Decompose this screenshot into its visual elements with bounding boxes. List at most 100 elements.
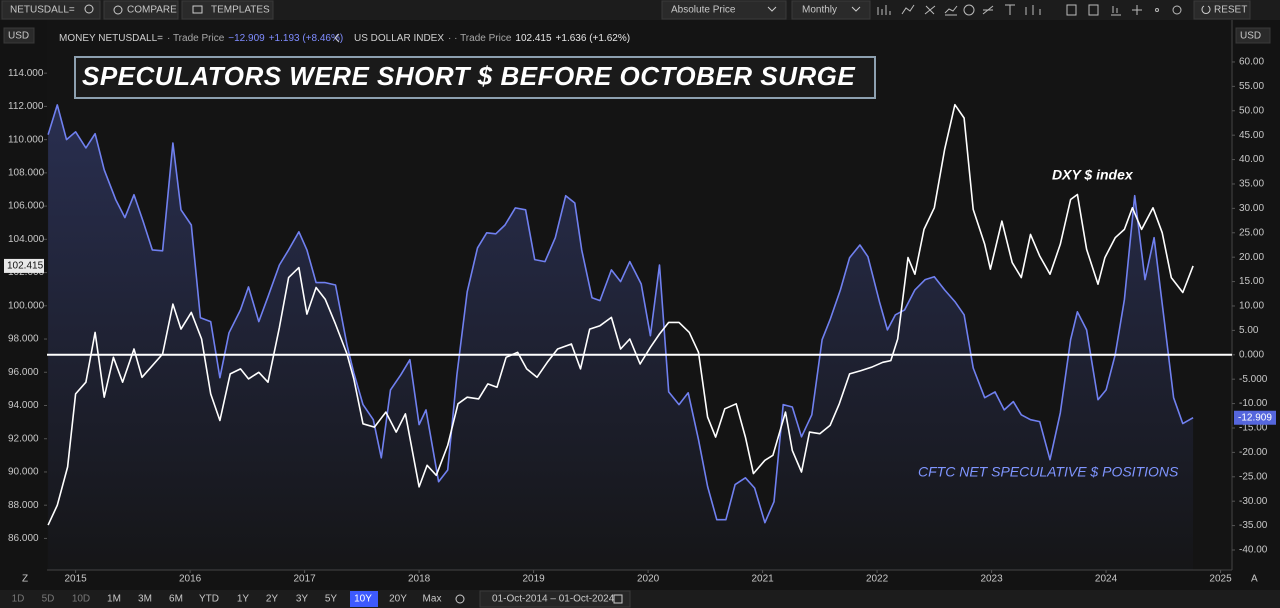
range-button[interactable]: 5D: [42, 594, 55, 605]
range-button[interactable]: 1D: [12, 594, 25, 605]
series-line: [47, 104, 1194, 524]
chevron: [767, 6, 777, 12]
legend-prefix: US DOLLAR INDEX: [354, 33, 444, 44]
legend-field: · Trade Price: [167, 33, 225, 44]
currency-left[interactable]: [3, 27, 35, 44]
range-button[interactable]: 20Y: [389, 594, 407, 605]
templates-label: TEMPLATES: [211, 5, 270, 16]
symbol-box[interactable]: [1, 0, 101, 20]
currency-left-label: USD: [8, 31, 29, 42]
legend-change: +1.193 (+8.46%): [269, 33, 344, 44]
range-active: [350, 591, 378, 607]
x-tick-label: 2025: [1209, 574, 1232, 585]
x-tick-label: 2024: [1095, 574, 1118, 585]
reset-button[interactable]: [1193, 0, 1251, 20]
x-tick-label: 2021: [751, 574, 774, 585]
currency-right[interactable]: [1235, 27, 1271, 44]
letter-left: Z: [22, 574, 28, 585]
legend-arrow: [334, 33, 340, 43]
date-range: 01-Oct-2014 – 01-Oct-2024: [492, 594, 615, 605]
y2-tick-label: 55.00: [1239, 81, 1264, 92]
y2-tick-label: -15.00: [1239, 423, 1268, 434]
x-tick-label: 2022: [866, 574, 889, 585]
range-button[interactable]: 1M: [107, 594, 121, 605]
series-area: [48, 104, 1194, 571]
last-value-label: 102.415: [7, 261, 44, 272]
y-tick-label: 94.000: [8, 400, 39, 411]
x-tick-label: 2017: [293, 574, 316, 585]
title-box: [74, 56, 876, 99]
y-tick-label: 114.000: [8, 68, 44, 79]
legend-last: −12.909: [228, 33, 265, 44]
y-tick-label: 106.000: [8, 201, 45, 212]
y2-tick-label: 50.00: [1239, 105, 1264, 116]
y2-tick-label: 20.00: [1239, 252, 1264, 263]
annotation: DXY $ index: [1052, 167, 1134, 183]
range-button[interactable]: 6M: [169, 594, 183, 605]
x-tick-label: 2019: [522, 574, 545, 585]
interval-dropdown[interactable]: [791, 0, 871, 20]
compare-label: COMPARE: [127, 5, 177, 16]
legend-field: · · Trade Price: [448, 33, 512, 44]
chart-title: SPECULATORS WERE SHORT $ BEFORE OCTOBER …: [82, 61, 855, 91]
y-tick-label: 86.000: [8, 533, 39, 544]
legend-last: 102.415: [515, 33, 552, 44]
settings-icon: [455, 594, 465, 604]
templates-button[interactable]: [181, 0, 274, 20]
x-tick-label: 2023: [980, 574, 1003, 585]
last-value-badge: [1234, 410, 1276, 425]
legend-entry: US DOLLAR INDEX · · Trade Price 102.415 +1.…: [354, 33, 630, 44]
search-icon: [84, 4, 94, 14]
annotation: CFTC NET SPECULATIVE $ POSITIONS: [918, 464, 1179, 480]
y2-tick-label: 10.00: [1239, 301, 1264, 312]
y2-tick-label: 25.00: [1239, 227, 1264, 238]
y-tick-label: 110.000: [8, 134, 44, 145]
calendar-icon: [613, 594, 623, 604]
range-bar: [0, 590, 1280, 608]
range-button[interactable]: 3Y: [296, 594, 309, 605]
range-button[interactable]: 10D: [72, 594, 90, 605]
y2-tick-label: -20.00: [1239, 447, 1268, 458]
compare-button[interactable]: [103, 0, 179, 20]
range-button[interactable]: YTD: [199, 594, 219, 605]
legend-entry: MONEY NETUSDALL= · Trade Price −12.909 +1.1…: [59, 33, 343, 44]
y2-tick-label: -40.00: [1239, 545, 1268, 556]
reset-icon: [1201, 5, 1211, 14]
date-range-box[interactable]: [479, 590, 631, 608]
range-button[interactable]: Max: [423, 594, 442, 605]
y-tick-label: 88.000: [8, 500, 39, 511]
x-tick-label: 2018: [408, 574, 431, 585]
y2-tick-label: 0.000: [1239, 349, 1264, 360]
range-button[interactable]: 5Y: [325, 594, 338, 605]
x-tick-label: 2020: [637, 574, 660, 585]
range-button[interactable]: 1Y: [237, 594, 250, 605]
y2-tick-label: -35.00: [1239, 520, 1268, 531]
y2-tick-label: 60.00: [1239, 57, 1264, 68]
range-button[interactable]: 3M: [138, 594, 152, 605]
legend-prefix: MONEY NETUSDALL=: [59, 33, 163, 44]
y-tick-label: 96.000: [8, 367, 39, 378]
y2-tick-label: -30.00: [1239, 496, 1268, 507]
y2-tick-label: -10.00: [1239, 398, 1268, 409]
y-tick-label: 90.000: [8, 467, 39, 478]
y2-tick-label: -5.000: [1239, 374, 1268, 385]
x-tick-label: 2015: [64, 574, 87, 585]
last-value-label: -12.909: [1238, 412, 1272, 423]
y2-tick-label: 40.00: [1239, 154, 1264, 165]
symbol: NETUSDALL=: [10, 5, 75, 16]
price-mode-dropdown[interactable]: [661, 0, 787, 20]
range-button[interactable]: 2Y: [266, 594, 279, 605]
y2-tick-label: 30.00: [1239, 203, 1264, 214]
range-button[interactable]: 10Y: [354, 594, 372, 605]
y2-tick-label: 15.00: [1239, 276, 1264, 287]
y-tick-label: 112.000: [8, 101, 44, 112]
letter-right: A: [1251, 574, 1258, 585]
x-tick-label: 2016: [179, 574, 202, 585]
chevron: [851, 6, 861, 12]
y2-tick-label: 35.00: [1239, 179, 1264, 190]
currency-right-label: USD: [1240, 31, 1261, 42]
y-tick-label: 98.000: [8, 334, 39, 345]
last-value-badge: [4, 258, 44, 273]
y-tick-label: 108.000: [8, 168, 45, 179]
